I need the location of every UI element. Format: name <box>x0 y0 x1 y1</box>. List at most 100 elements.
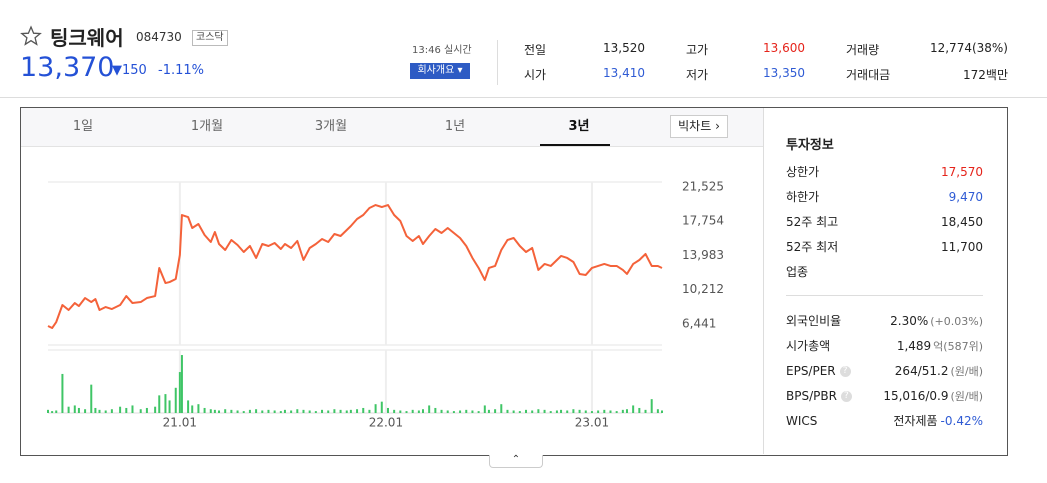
invest-row: 상한가 17,570 <box>786 162 983 182</box>
volume-bar <box>125 407 128 413</box>
volume-bar <box>374 404 377 413</box>
invest-number: 전자제품 <box>893 414 938 428</box>
separator <box>497 40 498 85</box>
volume-bar <box>483 405 486 413</box>
volume-bar <box>213 409 216 413</box>
quote-label: 저가 <box>686 68 709 82</box>
volume-bar <box>290 410 293 413</box>
volume-bar <box>267 409 270 413</box>
volume-bar <box>236 410 239 413</box>
volume-bar <box>296 409 299 413</box>
period-tab[interactable]: 3년 <box>568 119 590 134</box>
y-tick-label: 13,983 <box>682 248 724 262</box>
change-value: 150 <box>122 63 147 78</box>
invest-row: 하한가 9,470 <box>786 187 983 207</box>
volume-bar <box>500 404 503 413</box>
volume-bar <box>487 409 490 413</box>
period-tab[interactable]: 1일 <box>72 119 94 134</box>
volume-bar <box>242 411 245 413</box>
volume-bar <box>465 409 468 413</box>
volume-bar <box>224 409 227 413</box>
volume-bar <box>187 400 190 413</box>
volume-bar <box>94 407 97 413</box>
volume-bar <box>90 384 93 413</box>
down-arrow: ▼ <box>112 63 122 78</box>
collapse-button[interactable]: ⌃ <box>489 455 543 468</box>
big-chart-button[interactable]: 빅차트 › <box>670 115 728 138</box>
quote-label: 거래대금 <box>846 68 891 82</box>
volume-bar <box>119 406 122 413</box>
volume-bar <box>349 409 352 413</box>
volume-bar <box>590 411 593 413</box>
invest-label: 외국인비율 <box>786 314 842 328</box>
invest-label: 52주 최저 <box>786 240 839 254</box>
volume-bar <box>621 409 624 413</box>
volume-bar <box>302 409 305 413</box>
quote-value: 13,600 <box>763 41 805 55</box>
quote-label: 시가 <box>524 68 547 82</box>
volume-bar <box>180 355 183 413</box>
quote-value: 12,774(38%) <box>929 41 1008 55</box>
volume-bar <box>615 411 618 413</box>
volume-bar <box>67 406 70 413</box>
volume-bar <box>386 407 389 413</box>
company-button-label: 회사개요 <box>417 65 455 76</box>
volume-bar <box>428 405 431 413</box>
volume-bar <box>154 406 157 413</box>
volume-bar <box>440 409 443 413</box>
volume-bar <box>625 409 628 413</box>
invest-extra: (+0.03%) <box>930 315 983 328</box>
volume-bar <box>446 410 449 413</box>
volume-bar <box>158 395 161 413</box>
volume-bar <box>603 409 606 413</box>
invest-value: 전자제품 -0.42% <box>893 411 983 431</box>
volume-bar <box>333 409 336 413</box>
stock-code: 084730 <box>136 30 182 44</box>
volume-bar <box>283 409 286 413</box>
invest-row: 시가총액 1,489 억(587위) <box>786 336 983 356</box>
volume-bar <box>644 409 647 413</box>
x-tick-label: 21.01 <box>163 416 197 430</box>
volume-bar <box>459 410 462 413</box>
volume-bar <box>543 409 546 413</box>
volume-bar <box>380 401 383 413</box>
volume-bar <box>368 409 371 413</box>
volume-bar <box>656 409 659 413</box>
price-chart: 21.01 22.01 23.01 21,525 17,754 13,983 10,212 6… <box>47 179 724 430</box>
volume-bar <box>131 405 134 413</box>
favorite-star[interactable] <box>20 25 42 47</box>
volume-bar <box>314 411 317 413</box>
invest-label: 시가총액 <box>786 339 831 353</box>
period-tab[interactable]: 3개월 <box>314 119 348 134</box>
period-tab[interactable]: 1개월 <box>190 119 224 134</box>
period-tab[interactable]: 1년 <box>444 119 466 134</box>
x-tick-label: 22.01 <box>369 416 403 430</box>
price-change: ▼150 <box>112 63 147 78</box>
volume-bar <box>168 400 171 413</box>
price-line <box>47 204 663 330</box>
volume-bar <box>471 410 474 413</box>
quote-label: 고가 <box>686 43 709 57</box>
volume-bar <box>98 409 101 413</box>
quote-label: 거래량 <box>846 43 880 57</box>
volume-bar <box>279 411 282 413</box>
volume-bar <box>209 409 212 413</box>
company-button[interactable]: 회사개요 ▾ <box>410 63 470 79</box>
volume-bar <box>139 409 142 413</box>
invest-extra: (원/배) <box>950 365 983 378</box>
volume-bar <box>197 404 200 413</box>
volume-bar <box>164 394 167 413</box>
volume-bar <box>661 410 663 413</box>
invest-value: 17,570 <box>941 162 983 182</box>
volume-bar <box>273 410 276 413</box>
y-tick-label: 10,212 <box>682 282 724 296</box>
invest-row: 52주 최고 18,450 <box>786 212 983 232</box>
volume-bar <box>518 411 521 413</box>
volume-bar <box>104 410 107 413</box>
volume-bar <box>55 410 58 413</box>
quote-value: 13,410 <box>603 66 645 80</box>
invest-label: 업종 <box>786 265 809 279</box>
invest-number: 15,016/0.9 <box>883 389 949 403</box>
